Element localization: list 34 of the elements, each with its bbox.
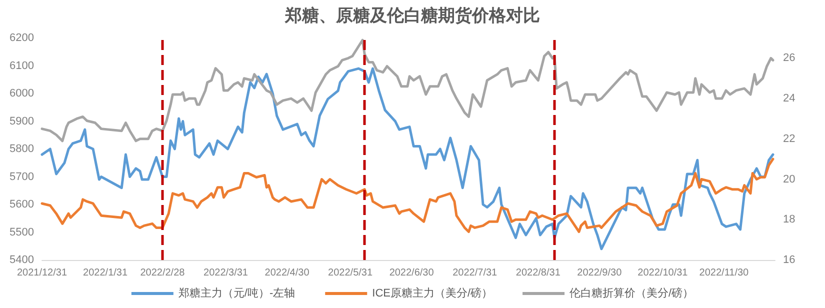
line-series (40, 67, 774, 250)
y2-tick-label: 20 (783, 173, 796, 186)
x-tick-label: 2022/4/30 (264, 268, 310, 278)
legend-label: 郑糖主力（元/吨）-左轴 (178, 286, 296, 300)
x-tick-label: 2022/10/31 (638, 268, 688, 278)
y-tick-label: 6200 (10, 32, 34, 44)
y-tick-label: 6000 (10, 88, 34, 100)
x-tick-label: 2022/7/31 (452, 268, 498, 278)
y-tick-label: 5600 (10, 198, 34, 210)
y-tick-label: 5500 (10, 226, 34, 238)
y2-tick-label: 24 (783, 92, 796, 105)
y2-tick-label: 26 (783, 52, 796, 64)
legend-label: ICE原糖主力（美分/磅） (372, 286, 493, 300)
y-tick-label: 5900 (10, 115, 34, 128)
y2-tick-label: 16 (783, 254, 796, 266)
x-tick-label: 2022/3/31 (204, 268, 248, 278)
x-tick-label: 2022/6/30 (389, 268, 434, 278)
y2-tick-label: 18 (783, 214, 796, 226)
x-tick-label: 2022/5/31 (328, 268, 373, 278)
x-tick-label: 2022/2/28 (140, 268, 186, 278)
y2-tick-label: 22 (783, 132, 796, 145)
y-tick-label: 6100 (10, 60, 34, 72)
y-tick-label: 5800 (10, 143, 34, 155)
x-tick-label: 2022/9/30 (577, 268, 622, 278)
x-tick-label: 2021/12/31 (16, 268, 68, 278)
line-series (40, 158, 774, 233)
line-series (40, 38, 774, 142)
x-tick-label: 2022/1/31 (83, 268, 128, 278)
legend-label: 伦白糖折算价（美分/磅） (570, 286, 694, 300)
y-tick-label: 5700 (10, 170, 34, 183)
y-tick-label: 5400 (10, 254, 34, 266)
chart-title: 郑糖、原糖及伦白糖期货价格对比 (284, 6, 540, 25)
x-tick-label: 2022/11/30 (699, 268, 750, 278)
x-tick-label: 2022/8/31 (516, 268, 561, 278)
